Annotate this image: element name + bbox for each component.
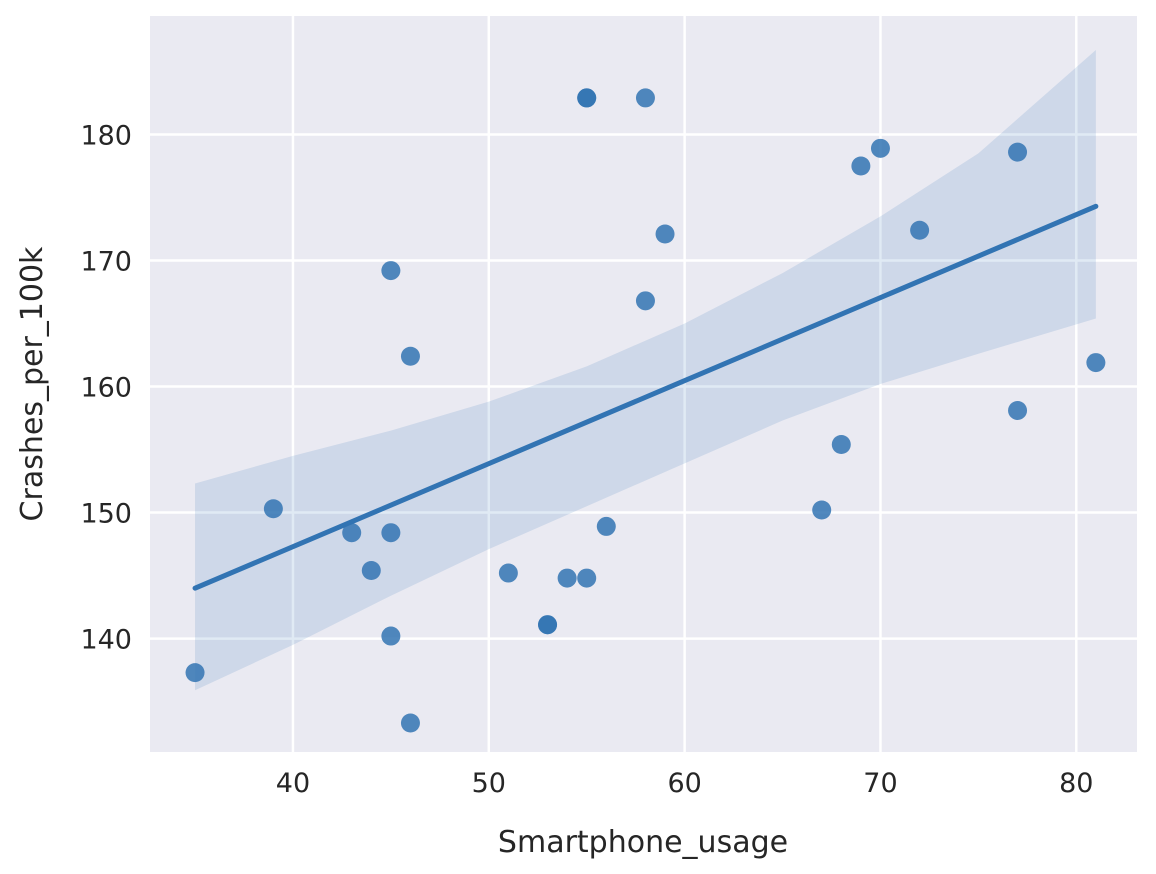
- y-tick-label: 150: [80, 499, 132, 530]
- data-point: [655, 224, 675, 244]
- y-tick-label: 160: [80, 373, 132, 404]
- data-point: [910, 220, 930, 240]
- data-point: [1008, 400, 1028, 420]
- x-axis-label: Smartphone_usage: [498, 825, 788, 860]
- x-tick-label: 70: [863, 768, 897, 799]
- data-point: [851, 156, 871, 176]
- data-point: [812, 500, 832, 520]
- data-point: [381, 523, 401, 543]
- y-tick-labels: 140 150 160 170 180: [80, 120, 132, 655]
- data-point: [538, 615, 558, 635]
- scatter-points: [185, 88, 1106, 733]
- data-point: [381, 261, 401, 281]
- x-tick-label: 60: [667, 768, 701, 799]
- data-point: [361, 561, 381, 581]
- x-tick-labels: 40 50 60 70 80: [276, 768, 1094, 799]
- data-point: [577, 568, 597, 588]
- data-point: [381, 626, 401, 646]
- data-point: [342, 523, 362, 543]
- plot-background: [150, 16, 1137, 752]
- y-tick-label: 170: [80, 246, 132, 277]
- y-axis-label: Crashes_per_100k: [15, 246, 50, 521]
- data-point: [1008, 142, 1028, 162]
- data-point: [635, 291, 655, 311]
- gridlines: [150, 16, 1137, 752]
- x-tick-label: 80: [1059, 768, 1093, 799]
- data-point: [635, 88, 655, 108]
- y-tick-label: 140: [80, 625, 132, 656]
- data-point: [263, 499, 283, 519]
- data-point: [1086, 353, 1106, 373]
- data-point: [870, 138, 890, 158]
- data-point: [831, 434, 851, 454]
- data-point: [577, 88, 597, 108]
- regression-line: [192, 203, 1099, 591]
- x-tick-label: 40: [276, 768, 310, 799]
- data-point: [400, 346, 420, 366]
- y-tick-label: 180: [80, 120, 132, 151]
- data-point: [596, 516, 616, 536]
- x-tick-label: 50: [472, 768, 506, 799]
- data-point: [400, 713, 420, 733]
- confidence-band: [195, 50, 1096, 691]
- data-point: [498, 563, 518, 583]
- data-point: [185, 663, 205, 683]
- data-point: [557, 568, 577, 588]
